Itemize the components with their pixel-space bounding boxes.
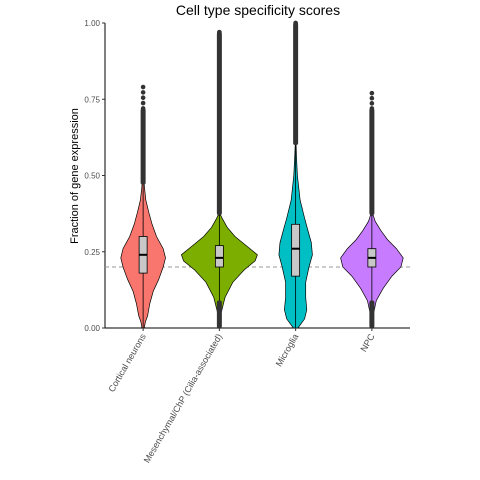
y-tick-label: 1.00 [84,19,100,28]
outlier-point [140,100,146,106]
y-tick-label: 0.00 [84,324,100,333]
outlier-band [140,108,146,185]
outlier-band-low [216,300,222,328]
outlier-point [140,95,146,101]
outlier-point [140,90,146,95]
y-tick-label: 0.50 [84,172,100,181]
outlier-point [140,84,146,90]
outlier-point [293,20,298,26]
chart-title: Cell type specificity scores [176,2,340,18]
outlier-point [369,101,375,106]
outlier-point [140,106,146,111]
y-tick-label: 0.25 [84,248,100,257]
x-tick-label: Cortical neurons [106,332,148,394]
x-tick-label: Microglia [274,332,301,368]
y-axis-label: Fraction of gene expression [69,108,81,244]
box-2 [291,223,301,277]
outlier-band [293,23,299,145]
x-tick-label: NPC [358,332,376,354]
y-tick-label: 0.75 [84,95,100,104]
box-1 [214,245,224,268]
outlier-point [217,29,222,35]
outlier-point [369,95,375,101]
outlier-band [369,108,375,216]
outlier-point [369,106,375,111]
plot-area: 0.00 0.25 0.50 0.75 1.00 Cortical neuronsMese… [84,19,410,465]
x-tick-label: Mesenchymal/ChP (Cilia-associated) [142,332,224,465]
outlier-point [369,90,375,96]
outlier-band [216,32,222,216]
outlier-band-low [369,300,375,328]
